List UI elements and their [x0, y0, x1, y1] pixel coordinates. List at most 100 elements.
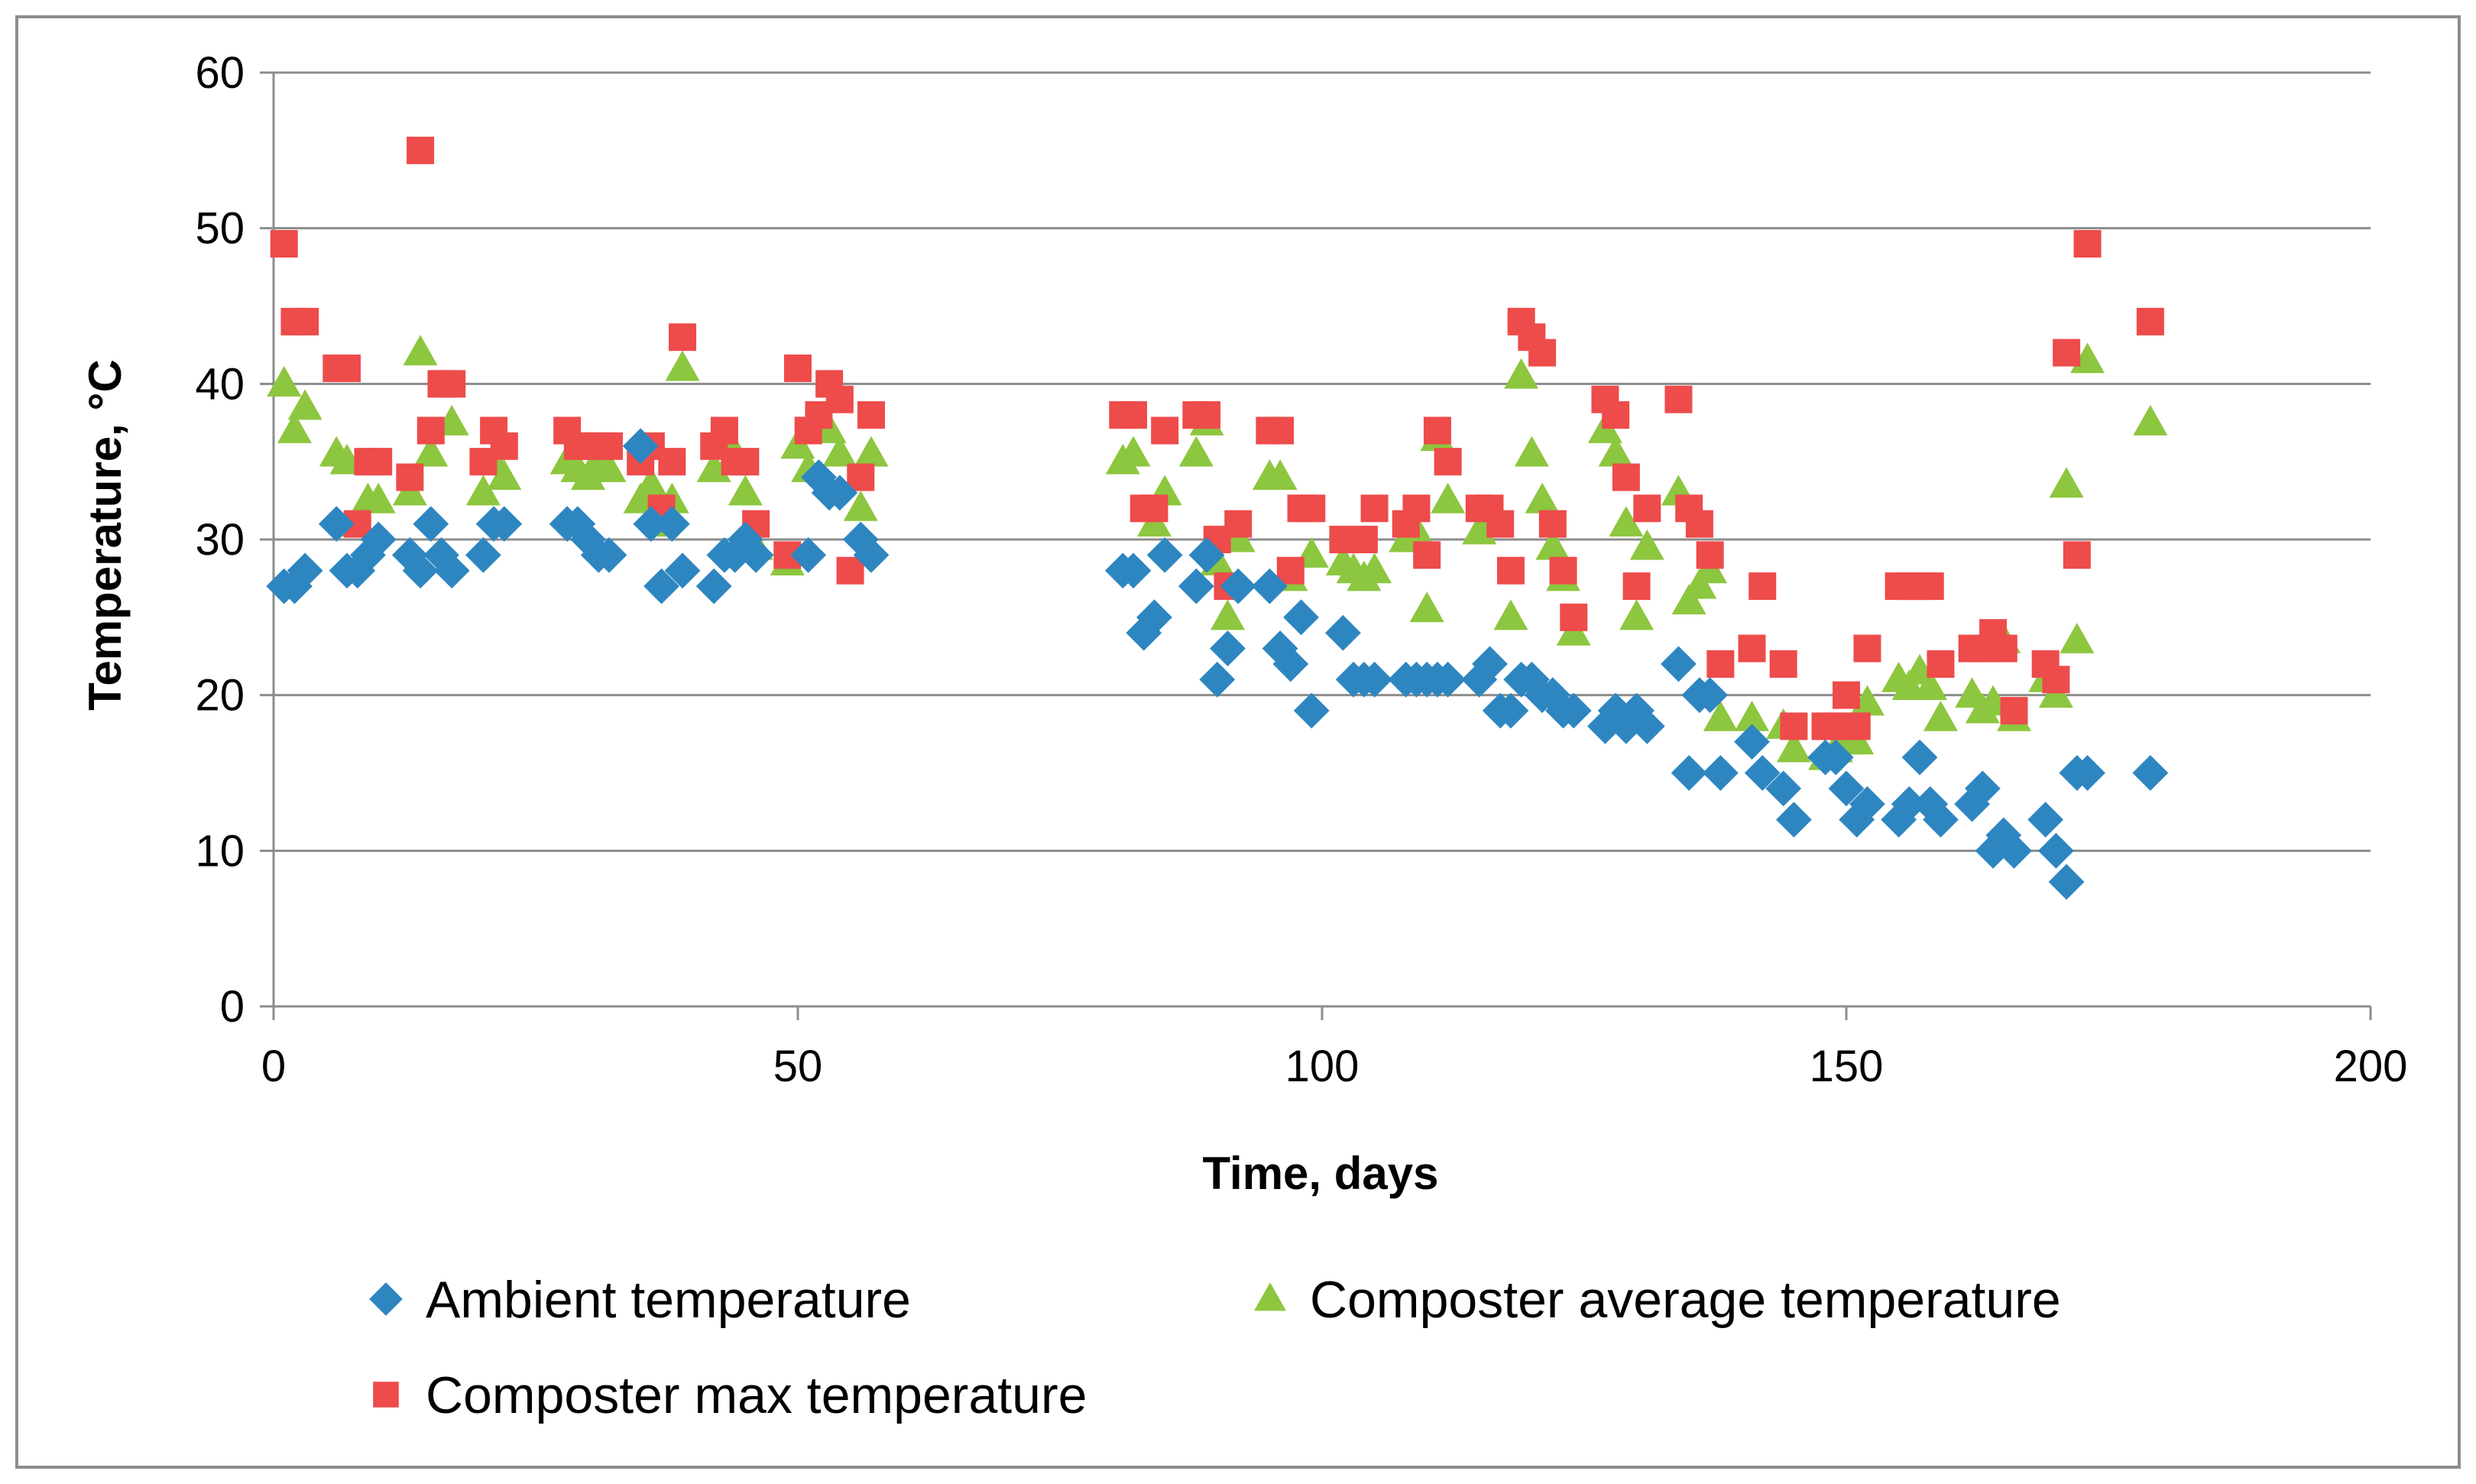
- data-point: [1136, 599, 1172, 636]
- data-point: [1608, 708, 1645, 744]
- data-point: [1633, 494, 1661, 523]
- data-point: [1619, 599, 1654, 630]
- data-point: [1989, 634, 2017, 663]
- data-point: [287, 389, 322, 420]
- data-point: [1210, 630, 1246, 666]
- data-point: [396, 463, 424, 491]
- data-point: [1913, 669, 1948, 700]
- data-point: [360, 521, 397, 558]
- data-point: [1193, 401, 1221, 429]
- data-point: [1702, 755, 1739, 791]
- data-point: [2063, 541, 2091, 569]
- data-point: [1609, 506, 1644, 537]
- data-point: [1622, 572, 1651, 601]
- x-tick-label: 0: [261, 1042, 286, 1091]
- legend-label: Composter average temperature: [1310, 1271, 2061, 1329]
- data-point: [634, 467, 669, 498]
- data-point: [1356, 661, 1392, 698]
- data-point: [1252, 568, 1288, 604]
- data-point: [658, 448, 686, 476]
- data-point: [1538, 510, 1567, 538]
- data-point: [728, 475, 763, 506]
- data-point: [853, 536, 890, 573]
- data-point: [1146, 536, 1183, 573]
- data-point: [1409, 591, 1444, 623]
- data-point: [1839, 802, 1875, 838]
- data-point: [1954, 786, 1991, 822]
- data-point: [1486, 510, 1515, 538]
- data-point: [1817, 739, 1854, 776]
- axes: [260, 71, 2372, 1020]
- data-point: [1597, 692, 1634, 729]
- data-point: [669, 323, 697, 352]
- data-point: [1272, 646, 1309, 682]
- data-point: [857, 401, 886, 429]
- data-point: [1734, 724, 1770, 760]
- legend-label: Ambient temperature: [426, 1271, 911, 1329]
- data-point: [1671, 584, 1706, 614]
- data-point: [1927, 650, 1955, 678]
- data-point: [1682, 568, 1717, 599]
- data-point: [1748, 572, 1777, 601]
- data-point: [1350, 526, 1378, 553]
- data-point: [1120, 401, 1148, 429]
- data-point: [847, 463, 875, 491]
- data-point: [1776, 731, 1811, 763]
- data-point: [1881, 802, 1917, 838]
- data-point: [1560, 603, 1588, 631]
- data-point: [1735, 700, 1770, 731]
- data-point: [1151, 416, 1179, 445]
- data-point: [664, 552, 701, 589]
- data-point: [825, 385, 854, 413]
- legend-marker: [373, 1382, 399, 1408]
- data-point: [1535, 677, 1571, 714]
- data-point: [1115, 552, 1152, 589]
- data-point: [465, 536, 501, 573]
- chart-frame: [15, 15, 2461, 1469]
- data-point: [267, 365, 302, 397]
- data-point: [1587, 708, 1623, 744]
- data-point: [1293, 692, 1330, 729]
- data-point: [1276, 556, 1304, 585]
- data-point: [486, 506, 523, 543]
- data-point: [1423, 416, 1451, 445]
- data-point: [1833, 681, 1860, 709]
- data-point: [1916, 572, 1944, 601]
- data-point: [277, 413, 312, 443]
- data-point: [822, 436, 857, 467]
- data-point: [1220, 568, 1256, 604]
- legend-item: Composter average temperature: [1254, 1271, 2061, 1329]
- data-point: [1664, 385, 1693, 413]
- data-point: [1298, 494, 1326, 523]
- data-point: [1671, 755, 1707, 791]
- data-point: [1549, 556, 1577, 585]
- data-point: [843, 490, 878, 521]
- data-point: [1765, 770, 1802, 807]
- data-point: [1224, 510, 1253, 538]
- data-point: [2000, 697, 2028, 725]
- data-point: [591, 451, 627, 482]
- data-point: [2048, 864, 2085, 900]
- data-point: [710, 416, 738, 445]
- data-point: [784, 354, 812, 382]
- data-point: [1357, 552, 1392, 584]
- data-point: [287, 552, 323, 589]
- data-point: [1262, 459, 1298, 491]
- data-point: [1493, 599, 1528, 630]
- x-axis-title: Time, days: [1202, 1148, 1438, 1199]
- data-point: [1535, 529, 1570, 560]
- data-point: [571, 459, 606, 491]
- y-tick-label: 30: [195, 515, 245, 565]
- legend-item: Ambient temperature: [369, 1271, 911, 1329]
- data-point: [790, 536, 827, 573]
- data-point: [1504, 358, 1539, 389]
- data-point: [2027, 802, 2064, 838]
- data-point: [416, 416, 445, 445]
- data-point: [2133, 404, 2168, 436]
- legend: Ambient temperature Composter average tem…: [369, 1271, 2061, 1424]
- data-point: [653, 506, 690, 543]
- data-point: [1430, 661, 1466, 698]
- x-tick-label: 100: [1285, 1042, 1360, 1091]
- legend-item: Composter max temperature: [373, 1366, 1087, 1424]
- y-tick-labels: 0 10 20 30 40 50 60: [195, 48, 245, 1032]
